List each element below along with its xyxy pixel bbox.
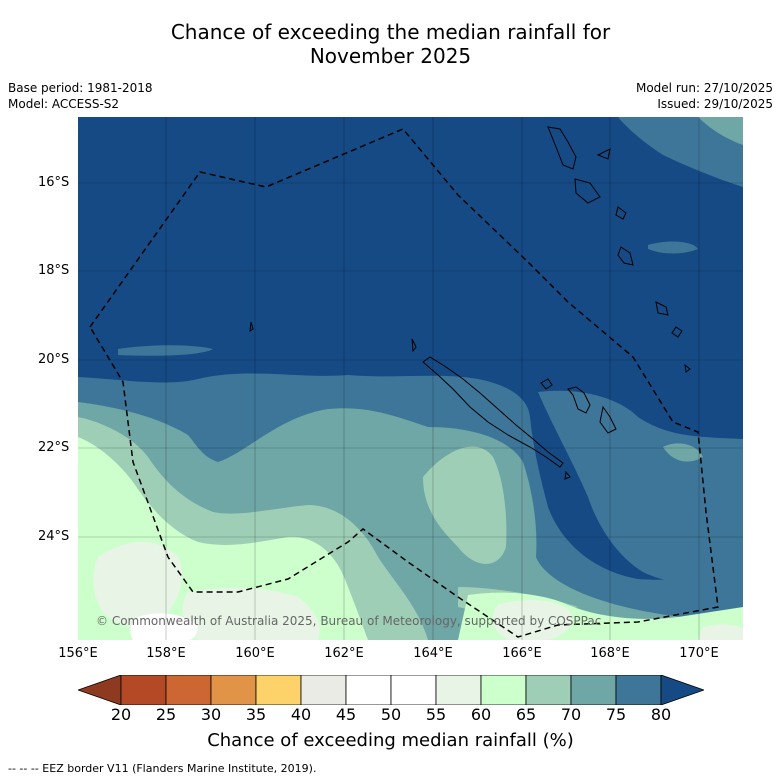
- islet-west: [249, 321, 254, 333]
- erromango-coast: [617, 246, 634, 266]
- lat-label-16S: 16°S: [38, 175, 70, 190]
- islet-east: [684, 363, 691, 373]
- lon-label-166E: 166°E: [502, 646, 542, 661]
- colorbar-cell: [615, 675, 662, 705]
- lon-label-158E: 158°E: [146, 646, 186, 661]
- colorbar-extend-high: [660, 675, 704, 705]
- model-run: Model run: 27/10/2025: [635, 81, 773, 95]
- contour-65-70-ne: [698, 117, 743, 145]
- graticule: [78, 117, 743, 640]
- colorbar-cell: [435, 675, 482, 705]
- colorbar-tick-label: 40: [290, 705, 312, 724]
- title-line-1: Chance of exceeding the median rainfall …: [170, 20, 611, 44]
- colorbar-cells: [78, 675, 704, 705]
- colorbar-tick-label: 65: [515, 705, 537, 724]
- colorbar-cell: [390, 675, 437, 705]
- contour-50-55-se: [492, 600, 572, 640]
- patch-east-2: [663, 443, 703, 462]
- patch-west: [118, 345, 213, 356]
- colorbar-tick-label: 20: [110, 705, 132, 724]
- contour-70-75-ne: [618, 117, 743, 187]
- maewo-coast: [596, 148, 611, 160]
- lon-label-164E: 164°E: [413, 646, 453, 661]
- colorbar-tick-label: 25: [155, 705, 177, 724]
- colorbar-cell: [345, 675, 392, 705]
- lon-label-170E: 170°E: [679, 646, 719, 661]
- colorbar-tick-label: 70: [560, 705, 582, 724]
- colorbar-cell: [300, 675, 347, 705]
- rainfall-map[interactable]: [78, 117, 743, 640]
- base-period: Base period: 1981-2018: [8, 81, 153, 95]
- lon-label-156E: 156°E: [58, 646, 98, 661]
- contour-50-55-south: [182, 587, 320, 640]
- colorbar-label: Chance of exceeding median rainfall (%): [207, 730, 574, 751]
- colorbar-cell: [480, 675, 527, 705]
- copyright-notice: © Commonwealth of Australia 2025, Bureau…: [96, 614, 602, 628]
- chart-title: Chance of exceeding the median rainfall …: [0, 20, 781, 68]
- lon-label-168E: 168°E: [590, 646, 630, 661]
- new-caledonia-coast: [422, 356, 564, 468]
- lon-label-162E: 162°E: [324, 646, 364, 661]
- lat-label-22S: 22°S: [38, 440, 70, 455]
- patch-east: [648, 241, 698, 254]
- map-svg: [78, 117, 743, 640]
- patch-central: [423, 446, 507, 564]
- contour-50-55-east: [698, 624, 743, 640]
- colorbar-cell: [255, 675, 302, 705]
- colorbar: [78, 675, 704, 705]
- colorbar-extend-low: [78, 675, 122, 705]
- contour-45-50: [130, 613, 198, 640]
- issued-date: Issued: 29/10/2025: [657, 97, 773, 111]
- colorbar-tick-label: 60: [470, 705, 492, 724]
- lat-label-18S: 18°S: [38, 263, 70, 278]
- title-line-2: November 2025: [309, 44, 472, 68]
- meta-left: Base period: 1981-2018 Model: ACCESS-S2: [8, 80, 153, 112]
- lon-label-160E: 160°E: [235, 646, 275, 661]
- colorbar-cell: [525, 675, 572, 705]
- colorbar-tick-label: 35: [245, 705, 267, 724]
- colorbar-tick-label: 30: [200, 705, 222, 724]
- colorbar-tick-label: 55: [425, 705, 447, 724]
- colorbar-cell: [570, 675, 617, 705]
- coastlines: [249, 126, 691, 480]
- islet-south: [564, 470, 571, 480]
- islet-central: [411, 338, 417, 353]
- colorbar-tick-label: 50: [380, 705, 402, 724]
- eez-footnote: -- -- -- EEZ border V11 (Flanders Marine…: [8, 762, 317, 775]
- lat-label-20S: 20°S: [38, 352, 70, 367]
- colorbar-cell: [120, 675, 167, 705]
- meta-right: Model run: 27/10/2025 Issued: 29/10/2025: [636, 80, 773, 112]
- malekula-coast: [574, 178, 601, 204]
- model-name: Model: ACCESS-S2: [8, 97, 120, 111]
- contour-70-75-east: [538, 390, 743, 585]
- ouvea-coast: [540, 378, 553, 390]
- colorbar-tick-label: 80: [650, 705, 672, 724]
- colorbar-tick-label: 75: [605, 705, 627, 724]
- mare-coast: [599, 405, 617, 434]
- espiritu-santo-coast: [547, 126, 577, 170]
- aneityum-coast: [671, 326, 683, 338]
- lifou-coast: [567, 386, 591, 414]
- eez-border: [89, 128, 719, 638]
- colorbar-cell: [165, 675, 212, 705]
- tanna-coast: [655, 301, 669, 316]
- colorbar-cell: [210, 675, 257, 705]
- colorbar-tick-label: 45: [335, 705, 357, 724]
- efate-coast: [615, 206, 627, 220]
- contour-50-55-west: [93, 542, 182, 628]
- lat-label-24S: 24°S: [38, 529, 70, 544]
